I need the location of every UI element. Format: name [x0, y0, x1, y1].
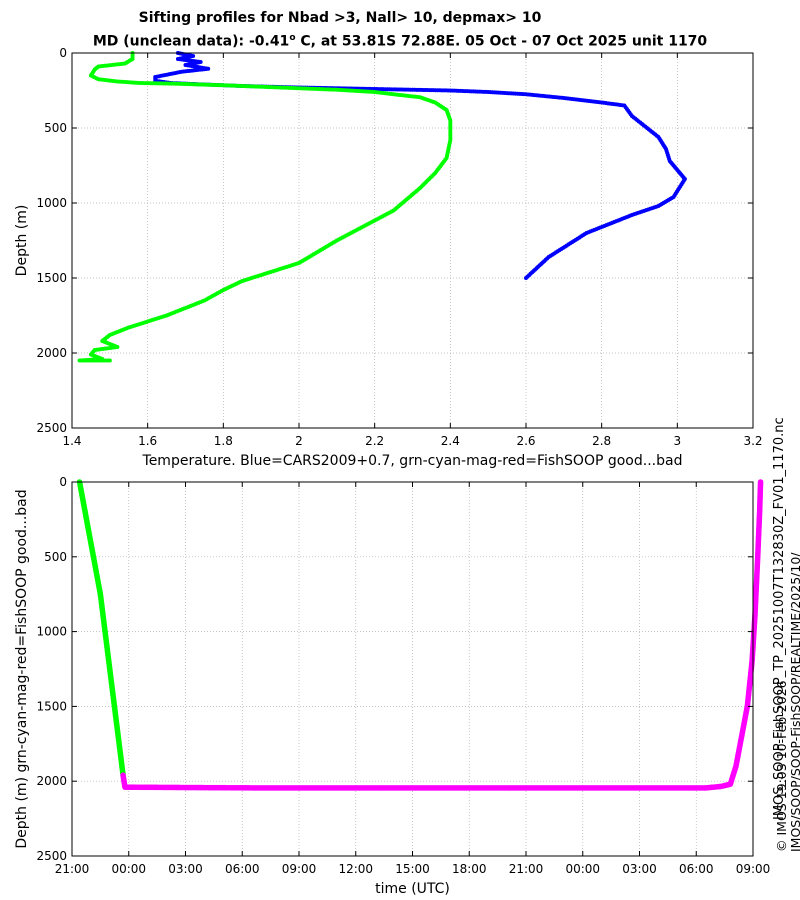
path-label: IMOS/SOOP/SOOP-FishSOOP/REALTIME/2025/10… [788, 552, 800, 853]
bottom-x-tick-label: 15:00 [395, 862, 430, 876]
top-x-tick-label: 2.4 [441, 434, 460, 448]
bottom-y-tick-label: 1500 [36, 699, 67, 713]
bottom-x-tick-label: 21:00 [55, 862, 90, 876]
top-y-tick-label: 1000 [36, 196, 67, 210]
top-x-tick-label: 1.8 [214, 434, 233, 448]
credit-label: © IMOS 19:03 10-Feb-2026 [774, 680, 789, 852]
bottom-x-tick-label: 00:00 [565, 862, 600, 876]
top-x-tick-label: 1.4 [62, 434, 81, 448]
bottom-x-tick-label: 06:00 [225, 862, 260, 876]
bottom-x-tick-label: 03:00 [622, 862, 657, 876]
bottom-x-axis-label: time (UTC) [375, 881, 450, 897]
top-y-tick-label: 0 [59, 46, 67, 60]
top-y-tick-label: 1500 [36, 271, 67, 285]
bottom-y-axis-label: Depth (m) grn-cyan-mag-red=FishSOOP good… [14, 489, 30, 848]
bottom-x-tick-label: 00:00 [111, 862, 146, 876]
top-x-tick-label: 2.6 [516, 434, 535, 448]
top-axes-frame [71, 52, 754, 429]
depth-time-panel: 21:00 00:00 03:00 06:00 09:00 12:00 15:00 18:00… [14, 475, 770, 897]
bottom-x-tick-label: 21:00 [509, 862, 544, 876]
top-x-axis-label: Temperature. Blue=CARS2009+0.7, grn-cyan… [142, 453, 683, 469]
bottom-x-tick-label: 06:00 [679, 862, 714, 876]
bottom-x-tick-label: 03:00 [168, 862, 203, 876]
bottom-data-point [757, 479, 764, 485]
top-x-tick-label: 2.2 [365, 434, 384, 448]
top-x-tick-label: 1.6 [138, 434, 157, 448]
top-x-tick-label: 3 [674, 434, 682, 448]
bottom-y-tick-label: 1000 [36, 625, 67, 639]
top-x-tick-label: 2.8 [592, 434, 611, 448]
bottom-x-tick-label: 09:00 [736, 862, 771, 876]
bottom-x-tick-label: 12:00 [338, 862, 373, 876]
top-y-axis-label: Depth (m) [14, 205, 30, 277]
bottom-y-tick-label: 0 [59, 475, 67, 489]
top-y-tick-label: 500 [44, 121, 67, 135]
bottom-x-tick-label: 09:00 [282, 862, 317, 876]
top-data-point [524, 276, 528, 280]
temperature-depth-panel: 1.4 1.6 1.8 2 2.2 2.4 2.6 2.8 3 3.2 0 500 1000 1500 20… [14, 46, 763, 469]
top-data-point [107, 358, 112, 363]
top-x-tick-label: 2 [295, 434, 303, 448]
bottom-y-tick-label: 500 [44, 550, 67, 564]
top-x-tick-label: 3.2 [743, 434, 762, 448]
bottom-x-tick-label: 18:00 [452, 862, 487, 876]
chart-title-line1: Sifting profiles for Nbad >3, Nall> 10, … [138, 10, 542, 26]
bottom-y-tick-label: 2500 [36, 849, 67, 863]
top-y-tick-label: 2500 [36, 421, 67, 435]
chart-title-line2: MD (unclean data): -0.41o C, at 53.81S 7… [92, 33, 708, 50]
bottom-y-tick-label: 2000 [36, 774, 67, 788]
top-y-tick-label: 2000 [36, 346, 67, 360]
